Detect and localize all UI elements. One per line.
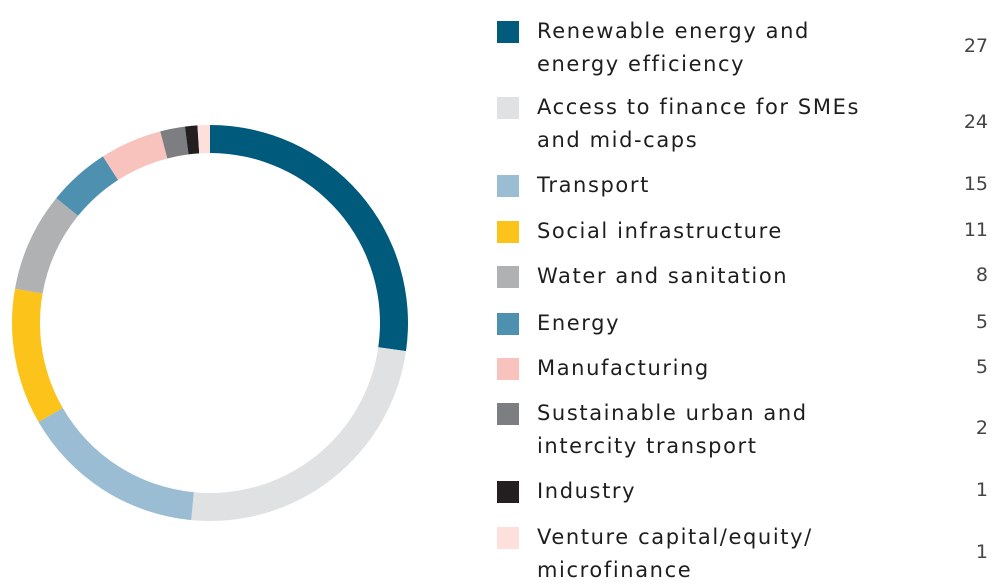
legend-row: Manufacturing 5: [497, 352, 988, 385]
legend-swatch: [497, 481, 519, 503]
legend-row: Water and sanitation 8: [497, 260, 988, 293]
legend-value: 2: [975, 417, 988, 439]
donut-slice: [102, 131, 168, 180]
legend-swatch: [497, 527, 519, 549]
legend-label: Energy: [537, 311, 621, 335]
donut-slice: [12, 288, 63, 422]
legend-label: Transport: [537, 173, 650, 197]
legend-value: 27: [963, 35, 988, 57]
legend-swatch: [497, 403, 519, 425]
donut-slice: [160, 126, 189, 159]
legend-value: 11: [963, 219, 988, 241]
legend-swatch: [497, 266, 519, 288]
donut-slice: [191, 347, 406, 522]
donut-slice: [56, 156, 119, 216]
legend-value: 5: [975, 356, 988, 378]
legend-label: Water and sanitation: [537, 264, 789, 288]
donut-slice: [38, 408, 194, 521]
legend-row: Renewable energy and energy efficiency 27: [497, 15, 988, 81]
donut-slice: [210, 125, 408, 352]
legend-value: 1: [975, 541, 988, 563]
legend-row: Social infrastructure 11: [497, 215, 988, 248]
legend-label: Social infrastructure: [537, 219, 783, 243]
legend-swatch: [497, 175, 519, 197]
legend-swatch: [497, 358, 519, 380]
donut-chart: [12, 125, 408, 522]
legend-swatch: [497, 97, 519, 119]
legend-value: 24: [963, 111, 988, 133]
donut-slice: [184, 125, 200, 155]
donut-slice: [15, 198, 79, 294]
legend-label: Industry: [537, 479, 637, 503]
legend-row: Energy 5: [497, 307, 988, 340]
legend-label: Renewable energy and energy efficiency: [537, 19, 810, 76]
legend-value: 5: [975, 311, 988, 333]
legend-label: Sustainable urban and intercity transpor…: [537, 401, 808, 458]
legend-row: Access to finance for SMEs and mid-caps 2…: [497, 91, 988, 157]
legend-label: Access to finance for SMEs and mid-caps: [537, 95, 860, 152]
legend-swatch: [497, 313, 519, 335]
legend-label: Venture capital/equity/ microfinance: [537, 525, 813, 582]
legend-label: Manufacturing: [537, 356, 710, 380]
legend-swatch: [497, 221, 519, 243]
legend-row: Venture capital/equity/ microfinance 1: [497, 521, 988, 587]
legend-row: Sustainable urban and intercity transpor…: [497, 397, 988, 463]
legend-value: 1: [975, 479, 988, 501]
legend-value: 8: [975, 264, 988, 286]
legend-swatch: [497, 21, 519, 43]
donut-slice: [197, 125, 210, 154]
legend-row: Transport 15: [497, 169, 988, 202]
legend-row: Industry 1: [497, 475, 988, 508]
legend-value: 15: [963, 173, 988, 195]
